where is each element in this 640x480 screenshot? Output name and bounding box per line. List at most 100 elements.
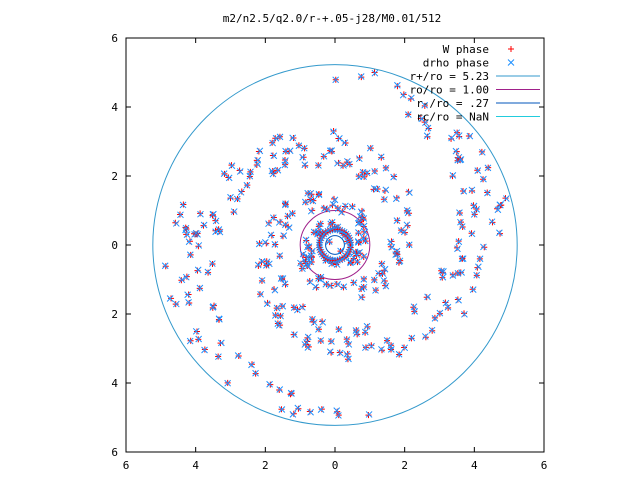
drho-phase-marker <box>436 309 444 317</box>
drho-phase-marker <box>272 134 280 142</box>
reference-circles <box>152 64 518 426</box>
drho-phase-marker <box>275 322 283 329</box>
drho-phase-marker <box>294 404 302 412</box>
drho-phase-marker <box>378 345 385 353</box>
drho-phase-marker <box>363 322 371 330</box>
drho-phase-marker <box>444 303 452 311</box>
drho-phase-marker <box>502 195 510 202</box>
w-phase-marker <box>508 46 514 52</box>
w-phase-marker <box>394 83 401 90</box>
drho-phase-marker <box>507 59 515 66</box>
drho-phase-marker <box>309 315 316 323</box>
drho-phase-marker <box>271 286 279 294</box>
drho-phase-marker <box>480 243 487 251</box>
drho-phase-marker <box>197 210 204 218</box>
drho-phase-marker <box>396 257 404 265</box>
drho-phase-marker <box>421 333 429 340</box>
w-phase-marker <box>328 282 335 289</box>
drho-phase-marker <box>335 326 343 333</box>
drho-phase-marker <box>421 101 429 109</box>
drho-phase-marker <box>355 219 363 226</box>
drho-phase-marker <box>371 168 378 175</box>
drho-phase-marker <box>390 173 397 181</box>
drho-phase-marker <box>393 247 401 255</box>
drho-phase-marker <box>325 238 333 245</box>
y-tick-label: 2 <box>111 170 118 183</box>
drho-phase-marker <box>299 250 307 258</box>
drho-phase-marker <box>186 251 194 259</box>
w-phase-marker <box>269 167 276 174</box>
drho-phase-marker <box>353 258 361 266</box>
drho-phase-marker <box>408 94 415 102</box>
drho-phase-marker <box>354 238 362 245</box>
drho-phase-marker <box>269 214 277 222</box>
drho-phase-marker <box>372 287 379 294</box>
radius-circle <box>299 210 371 280</box>
w-phase-marker <box>335 135 342 142</box>
drho-phase-marker <box>469 286 477 293</box>
drho-phase-marker <box>388 243 396 251</box>
drho-phase-marker <box>381 265 389 273</box>
drho-phase-marker <box>449 171 457 179</box>
drho-phase-marker <box>279 302 287 310</box>
drho-phase-marker <box>284 212 292 220</box>
drho-phase-marker <box>360 253 368 260</box>
drho-phase-marker <box>273 304 281 312</box>
drho-phase-marker <box>473 271 481 279</box>
drho-phase-marker <box>261 239 269 246</box>
drho-phase-marker <box>353 330 360 337</box>
drho-phase-marker <box>326 348 334 356</box>
drho-phase-marker <box>439 273 447 281</box>
drho-phase-marker <box>276 386 284 393</box>
drho-phase-marker <box>237 188 245 196</box>
drho-phase-marker <box>452 147 460 155</box>
drho-phase-marker <box>281 201 289 209</box>
drho-phase-marker <box>362 344 369 352</box>
drho-phase-marker <box>333 407 341 414</box>
drho-phase-marker <box>470 202 478 210</box>
drho-phase-marker <box>404 111 412 119</box>
drho-phase-marker <box>422 119 429 127</box>
drho-phase-marker <box>274 166 282 174</box>
drho-phase-marker <box>361 228 369 236</box>
drho-phase-marker <box>220 170 228 178</box>
drho-phase-marker <box>182 273 190 281</box>
drho-phase-marker <box>382 164 390 172</box>
drho-phase-marker <box>306 278 314 286</box>
drho-phase-marker <box>428 326 436 334</box>
drho-phase-marker <box>347 259 354 267</box>
drho-phase-marker <box>378 260 386 268</box>
drho-phase-marker <box>395 350 403 358</box>
drho-phase-marker <box>257 290 264 298</box>
y-tick-label: 6 <box>111 32 118 45</box>
drho-phase-marker <box>288 210 296 217</box>
drho-phase-marker <box>196 284 204 292</box>
drho-phase-marker <box>431 315 439 322</box>
drho-phase-marker <box>252 369 259 377</box>
drho-phase-marker <box>315 162 322 169</box>
drho-phase-marker <box>304 333 312 341</box>
drho-phase-marker <box>403 207 411 214</box>
drho-phase-marker <box>307 207 315 215</box>
drho-phase-marker <box>208 260 216 267</box>
drho-phase-marker <box>360 222 368 230</box>
drho-phase-marker <box>458 223 466 230</box>
drho-phase-marker <box>254 261 262 269</box>
drho-phase-marker <box>342 202 349 210</box>
drho-phase-marker <box>387 342 394 350</box>
w-phase-marker <box>449 271 456 278</box>
drho-phase-marker <box>336 349 344 357</box>
drho-phase-marker <box>393 217 401 225</box>
legend-label: r+/ro = 5.23 <box>410 70 489 83</box>
drho-phase-marker <box>182 224 190 232</box>
w-phase-marker <box>216 316 223 323</box>
drho-phase-marker <box>334 205 342 212</box>
drho-phase-marker <box>456 209 463 216</box>
drho-phase-marker <box>282 147 289 155</box>
drho-phase-marker <box>209 211 217 218</box>
w-phase-marker <box>300 154 307 161</box>
drho-phase-marker <box>361 237 369 245</box>
